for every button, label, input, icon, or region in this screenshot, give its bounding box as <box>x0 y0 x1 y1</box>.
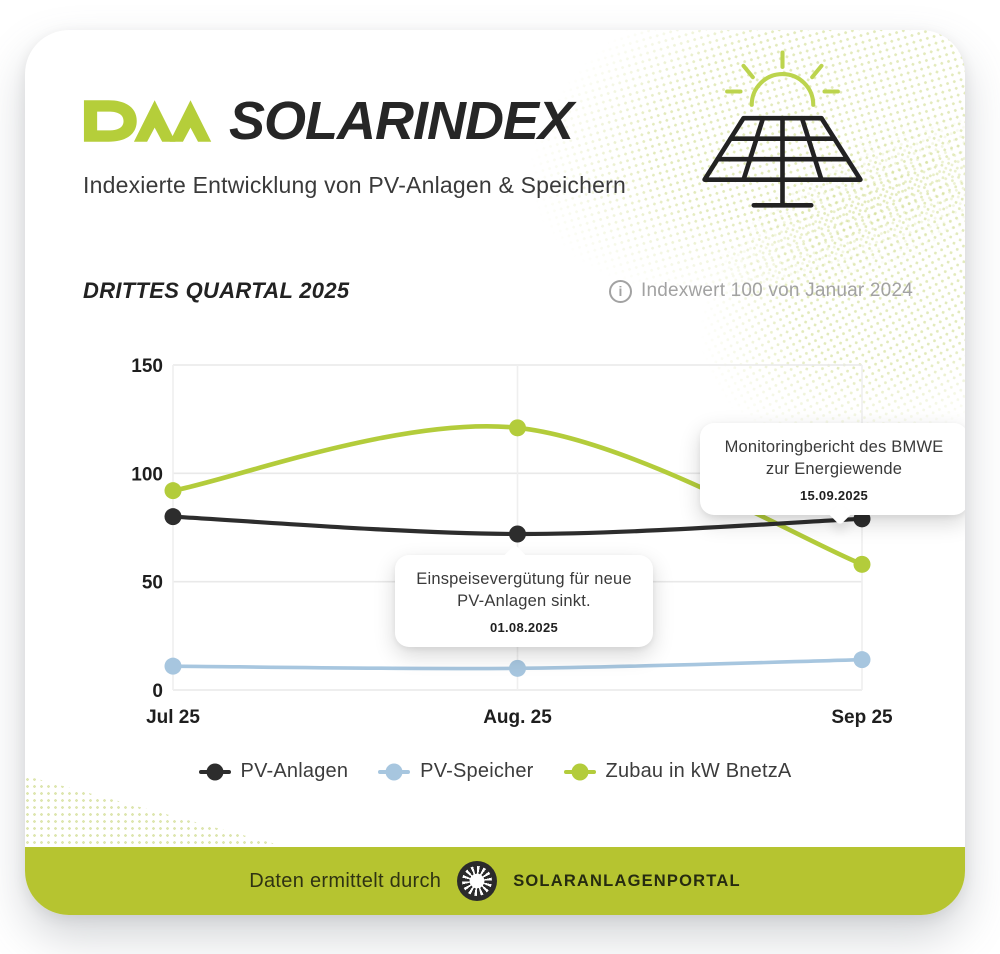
annotation-callout-aug: Einspeisevergütung für neue PV-Anlagen s… <box>395 555 653 647</box>
header: SOLARINDEX Indexierte Entwicklung von PV… <box>83 90 626 199</box>
legend-item: Zubau in kW BnetzA <box>563 760 792 783</box>
footer-text: Daten ermittelt durch <box>249 869 442 892</box>
data-point <box>164 508 182 526</box>
data-point <box>509 525 526 543</box>
daa-logo-icon <box>83 100 212 142</box>
info-icon: i <box>609 279 632 303</box>
legend-dot-icon <box>385 763 403 780</box>
y-axis-tick: 150 <box>131 356 163 377</box>
chart-legend: PV-Anlagen PV-Speicher Zubau in kW BnetzA <box>25 760 965 783</box>
legend-dot-icon <box>571 763 589 780</box>
solaranlagenportal-logo-icon <box>457 861 498 901</box>
chart-area: 0 50 100 150 Jul 25 Aug. 25 Sep 25 Einspeiseve… <box>85 335 965 745</box>
y-axis-tick: 0 <box>152 681 163 702</box>
legend-marker-icon <box>378 763 411 780</box>
footer-bar: Daten ermittelt durch SOLARANLAGENPORTAL <box>25 847 965 915</box>
legend-marker-icon <box>563 763 596 780</box>
annotation-callout-sep: Monitoringbericht des BMWE zur Energiewe… <box>700 423 965 515</box>
section-row: DRITTES QUARTAL 2025 i Indexwert 100 von… <box>83 278 913 304</box>
data-point <box>164 657 182 675</box>
legend-item: PV-Speicher <box>378 760 533 783</box>
annotation-date: 01.08.2025 <box>489 619 559 635</box>
data-point <box>853 555 871 573</box>
data-point <box>164 482 182 500</box>
x-axis-tick: Jul 25 <box>146 707 200 728</box>
section-heading: DRITTES QUARTAL 2025 <box>83 278 350 303</box>
data-point <box>853 651 871 669</box>
info-note-wrap: i Indexwert 100 von Januar 2024 <box>609 279 913 303</box>
legend-label: PV-Speicher <box>420 760 534 782</box>
y-axis-tick: 100 <box>131 464 163 485</box>
legend-marker-icon <box>198 763 231 780</box>
infographic-card: SOLARINDEX Indexierte Entwicklung von PV… <box>25 30 965 915</box>
data-point <box>509 659 526 677</box>
legend-label: Zubau in kW BnetzA <box>605 760 792 782</box>
subtitle: Indexierte Entwicklung von PV-Anlagen & … <box>83 172 626 198</box>
legend-item: PV-Anlagen <box>198 760 349 783</box>
annotation-text: Monitoringbericht des BMWE zur Energiewe… <box>724 438 944 478</box>
info-note: Indexwert 100 von Januar 2024 <box>641 280 913 301</box>
line-chart: 0 50 100 150 Jul 25 Aug. 25 Sep 25 <box>131 356 893 728</box>
data-point <box>509 419 526 437</box>
page-title: SOLARINDEX <box>229 91 574 151</box>
x-axis-tick: Aug. 25 <box>483 707 552 728</box>
solar-panel-sun-icon <box>702 50 863 208</box>
footer-brand-name: SOLARANLAGENPORTAL <box>513 871 741 890</box>
annotation-date: 15.09.2025 <box>799 487 869 503</box>
legend-dot-icon <box>206 763 224 780</box>
legend-label: PV-Anlagen <box>240 760 349 782</box>
x-axis-tick: Sep 25 <box>831 707 893 728</box>
y-axis-tick: 50 <box>142 573 163 594</box>
annotation-text: Einspeisevergütung für neue PV-Anlagen s… <box>416 570 632 610</box>
